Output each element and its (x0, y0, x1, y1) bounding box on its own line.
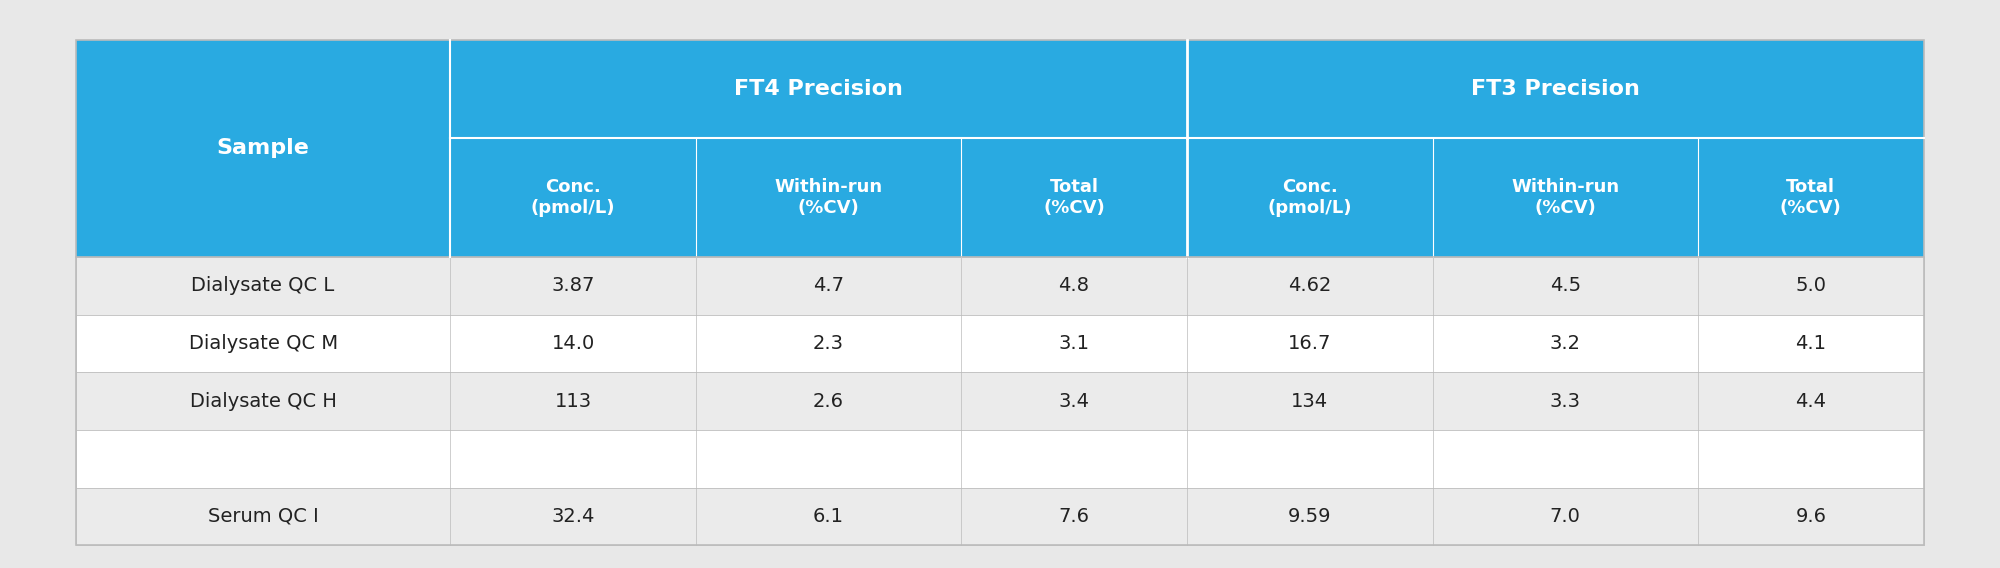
Bar (76, 40, 1924, 139)
Text: Serum QC I: Serum QC I (208, 507, 318, 526)
Bar (76, 257, 1924, 315)
Text: Dialysate QC M: Dialysate QC M (188, 334, 338, 353)
Text: 3.3: 3.3 (1550, 392, 1580, 411)
Bar (76, 430, 1924, 488)
Text: 4.4: 4.4 (1796, 392, 1826, 411)
Text: 7.6: 7.6 (1058, 507, 1090, 526)
Text: 9.6: 9.6 (1796, 507, 1826, 526)
Text: 2.3: 2.3 (812, 334, 844, 353)
Text: Sample: Sample (216, 139, 310, 158)
Text: FT4 Precision: FT4 Precision (734, 79, 904, 99)
Text: 3.1: 3.1 (1058, 334, 1090, 353)
Text: 16.7: 16.7 (1288, 334, 1332, 353)
Text: Total
(%CV): Total (%CV) (1044, 178, 1104, 217)
Text: Dialysate QC L: Dialysate QC L (192, 277, 334, 295)
Text: 4.1: 4.1 (1796, 334, 1826, 353)
Text: Conc.
(pmol/L): Conc. (pmol/L) (530, 178, 616, 217)
Text: 2.6: 2.6 (812, 392, 844, 411)
Text: Conc.
(pmol/L): Conc. (pmol/L) (1268, 178, 1352, 217)
Text: 14.0: 14.0 (552, 334, 594, 353)
Text: 4.62: 4.62 (1288, 277, 1332, 295)
Text: 7.0: 7.0 (1550, 507, 1580, 526)
Text: Within-run
(%CV): Within-run (%CV) (774, 178, 882, 217)
Text: 3.87: 3.87 (552, 277, 594, 295)
Text: 6.1: 6.1 (812, 507, 844, 526)
Text: 4.5: 4.5 (1550, 277, 1580, 295)
Text: Within-run
(%CV): Within-run (%CV) (1512, 178, 1620, 217)
Bar (76, 40, 1924, 545)
Text: 5.0: 5.0 (1796, 277, 1826, 295)
Text: 4.8: 4.8 (1058, 277, 1090, 295)
Text: 134: 134 (1292, 392, 1328, 411)
Text: Dialysate QC H: Dialysate QC H (190, 392, 336, 411)
Bar (76, 139, 1924, 257)
Text: 113: 113 (554, 392, 592, 411)
Text: Total
(%CV): Total (%CV) (1780, 178, 1842, 217)
Bar (76, 488, 1924, 545)
Text: 9.59: 9.59 (1288, 507, 1332, 526)
Bar (76, 315, 1924, 373)
Text: 3.2: 3.2 (1550, 334, 1580, 353)
Bar (76, 373, 1924, 430)
Text: 32.4: 32.4 (552, 507, 594, 526)
Text: FT3 Precision: FT3 Precision (1472, 79, 1640, 99)
Text: 3.4: 3.4 (1058, 392, 1090, 411)
Bar (76, 40, 450, 257)
Text: 4.7: 4.7 (812, 277, 844, 295)
